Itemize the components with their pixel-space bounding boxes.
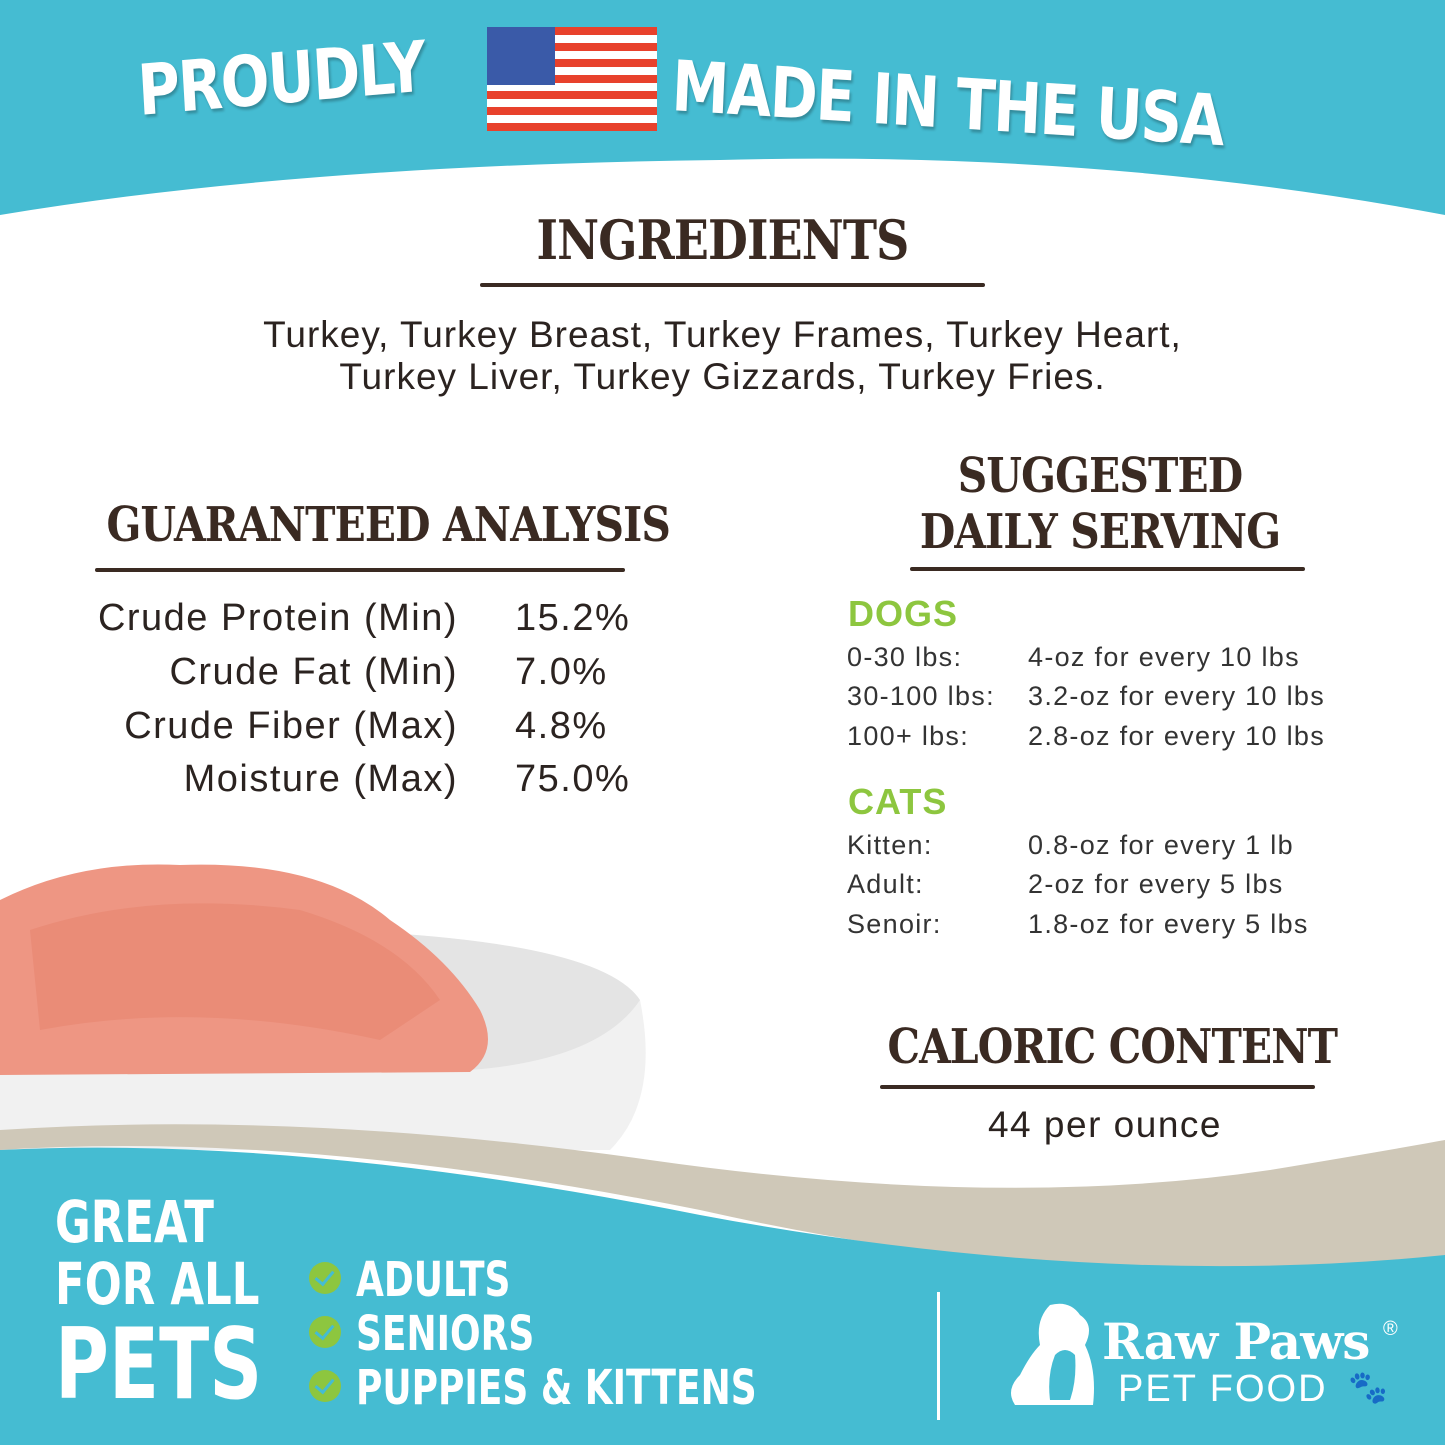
footer-divider [937, 1292, 940, 1420]
cats-heading: CATS [848, 781, 948, 822]
audience-seniors: SENIORS [356, 1306, 535, 1362]
registered-mark: ® [1383, 1318, 1398, 1340]
beige-wave [0, 1124, 1445, 1273]
guaranteed-analysis-title: GUARANTEED ANALYSIS [106, 497, 671, 553]
flag-stripe [487, 123, 657, 131]
top-teal-band [0, 0, 1445, 215]
analysis-label: Crude Fat (Min) [169, 651, 458, 693]
brand-subtitle: PET FOOD [1118, 1368, 1328, 1410]
audience-adults: ADULTS [356, 1252, 511, 1308]
flag-stripe [487, 107, 657, 115]
flag-stripe [487, 27, 657, 35]
flag-stripe [487, 91, 657, 99]
flag-stripe [487, 59, 657, 67]
dog-weight: 100+ lbs: [847, 721, 970, 751]
analysis-value: 15.2% [515, 597, 631, 639]
dog-amount: 3.2-oz for every 10 lbs [1028, 681, 1326, 711]
dog-weight: 30-100 lbs: [847, 681, 995, 711]
dog-cat-silhouette-icon [1011, 1303, 1094, 1405]
audience-puppies-kittens: PUPPIES & KITTENS [356, 1360, 757, 1416]
flag-stripe [487, 67, 657, 75]
analysis-label: Crude Protein (Min) [97, 597, 458, 639]
caloric-underline [880, 1085, 1315, 1089]
footer-for-all: FOR ALL [55, 1250, 260, 1318]
serving-underline [910, 567, 1305, 571]
analysis-value: 75.0% [515, 758, 631, 800]
us-flag-icon [487, 27, 657, 131]
ingredients-line-1: Turkey, Turkey Breast, Turkey Frames, Tu… [263, 314, 1182, 355]
caloric-title: CALORIC CONTENT [887, 1019, 1339, 1075]
analysis-underline [95, 568, 625, 572]
ingredients-line-2: Turkey Liver, Turkey Gizzards, Turkey Fr… [339, 356, 1106, 397]
dogs-heading: DOGS [848, 593, 959, 634]
analysis-label: Moisture (Max) [183, 758, 458, 800]
paw-icon: 🐾 [1348, 1369, 1388, 1405]
caloric-value: 44 per ounce [987, 1104, 1222, 1145]
flag-stripe [487, 43, 657, 51]
check-icon [309, 1262, 341, 1294]
cat-amount: 1.8-oz for every 5 lbs [1028, 909, 1309, 939]
footer-pets: PETS [55, 1308, 263, 1422]
flag-stripe [487, 75, 657, 83]
flag-stripe [487, 115, 657, 123]
cat-amount: 0.8-oz for every 1 lb [1028, 830, 1294, 860]
flag-stripe [487, 99, 657, 107]
flag-stripe [487, 51, 657, 59]
analysis-value: 7.0% [515, 651, 608, 693]
ingredients-title: INGREDIENTS [536, 208, 910, 272]
serving-title-line-1: SUGGESTED [957, 448, 1243, 504]
dog-amount: 4-oz for every 10 lbs [1028, 642, 1300, 672]
check-icon [309, 1316, 341, 1348]
cat-weight: Senoir: [847, 909, 942, 939]
ingredients-underline [480, 283, 985, 287]
dog-weight: 0-30 lbs: [847, 642, 963, 672]
dog-amount: 2.8-oz for every 10 lbs [1028, 721, 1326, 751]
analysis-value: 4.8% [515, 705, 608, 747]
serving-title-line-2: DAILY SERVING [919, 504, 1281, 560]
footer-great: GREAT [55, 1188, 214, 1256]
cat-weight: Adult: [847, 869, 924, 899]
check-icon [309, 1370, 341, 1402]
cat-weight: Kitten: [847, 830, 933, 860]
food-bowl-image [0, 864, 646, 1150]
cat-amount: 2-oz for every 5 lbs [1028, 869, 1284, 899]
flag-stripe [487, 83, 657, 91]
brand-name: Raw Paws [1102, 1312, 1370, 1371]
analysis-label: Crude Fiber (Max) [124, 705, 458, 747]
flag-stripe [487, 35, 657, 43]
